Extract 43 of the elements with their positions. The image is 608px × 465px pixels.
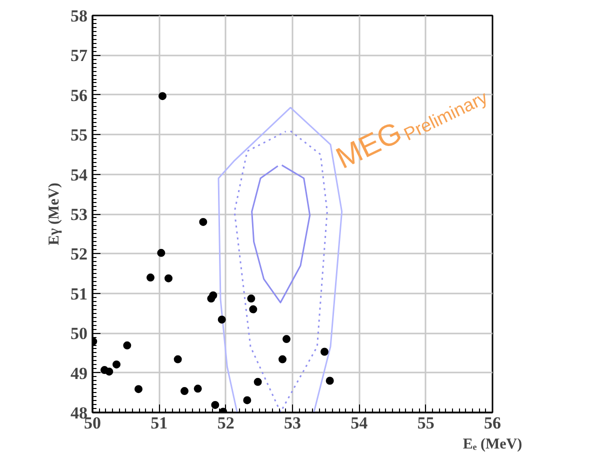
point: [174, 355, 182, 364]
line-series: [234, 130, 328, 412]
point: [209, 291, 218, 300]
point: [100, 366, 108, 374]
x-tick-label: 51: [150, 414, 168, 432]
point: [247, 294, 256, 303]
point: [199, 218, 208, 226]
point: [218, 316, 226, 324]
point: [326, 376, 334, 385]
y-tick-label: 49: [70, 364, 88, 383]
line-series: [251, 164, 311, 304]
y-tick-label: 55: [70, 126, 88, 145]
point: [158, 92, 166, 100]
point: [249, 305, 258, 314]
x-tick-label: 52: [217, 414, 234, 432]
y-tick-label: 50: [70, 324, 88, 344]
x-tick-label: 53: [284, 414, 301, 432]
y-tick-label: 56: [70, 86, 88, 105]
point: [194, 384, 202, 393]
y-tick-label: 57: [70, 46, 88, 66]
point: [320, 348, 328, 356]
y-tick-label: 53: [70, 205, 88, 224]
point: [146, 274, 154, 282]
point: [134, 385, 142, 394]
point: [211, 400, 220, 409]
x-tick-label: 54: [350, 414, 368, 432]
point: [180, 387, 188, 396]
point: [164, 274, 172, 282]
y-tick-label: 54: [70, 165, 88, 184]
y-axis-title: Eγ (MeV): [46, 182, 62, 246]
point: [278, 355, 286, 364]
point: [282, 335, 290, 344]
y-tick-label: 52: [70, 244, 88, 264]
x-axis-title: Eₑ (MeV): [462, 436, 522, 452]
point: [254, 378, 262, 386]
y-tick-label: 58: [70, 6, 88, 26]
x-tick-label: 55: [417, 414, 434, 432]
point: [243, 396, 252, 404]
y-tick-label: 51: [70, 284, 88, 304]
x-tick-label: 56: [484, 414, 501, 432]
point: [123, 341, 132, 350]
point: [157, 248, 166, 257]
point: [112, 360, 120, 368]
